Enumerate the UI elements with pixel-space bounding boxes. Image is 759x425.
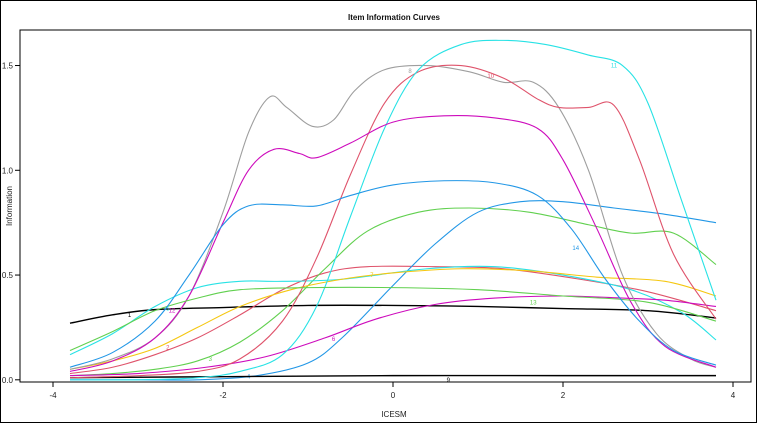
series-label-9: 9 <box>447 378 451 384</box>
series-line-13 <box>69 286 717 351</box>
series-line-12 <box>69 114 717 372</box>
x-tick-label: -4 <box>49 391 57 400</box>
series-line-10 <box>69 64 717 379</box>
series-line-9 <box>69 374 716 379</box>
series-label-8: 8 <box>408 69 412 75</box>
series-label-1: 1 <box>128 313 132 319</box>
x-tick-label: 2 <box>561 391 566 400</box>
x-tick-label: 0 <box>391 391 396 400</box>
y-tick-label: 1.0 <box>2 166 14 175</box>
y-tick-label: 0.0 <box>2 376 14 385</box>
series-label-6: 6 <box>332 337 336 343</box>
series-label-13: 13 <box>530 300 537 306</box>
series-line-1 <box>69 304 717 324</box>
series-label-11: 11 <box>611 64 618 70</box>
series-label-3: 3 <box>209 357 213 363</box>
series-line-5 <box>69 265 717 356</box>
series-label-10: 10 <box>487 74 494 80</box>
series-label-14: 14 <box>572 246 579 252</box>
series-line-7 <box>69 268 717 370</box>
series-label-2: 2 <box>166 345 170 351</box>
y-tick-label: 0.5 <box>2 271 14 280</box>
axis-layer: -4 -2 0 2 4 0.0 0.5 1.0 1.5 <box>2 62 736 400</box>
y-axis-title: Information <box>5 186 14 226</box>
series-line-4 <box>69 200 717 381</box>
x-tick-label: -2 <box>219 391 227 400</box>
series-label-7: 7 <box>370 273 374 279</box>
series-label-5: 5 <box>166 307 170 313</box>
series-line-3 <box>69 207 717 377</box>
series-line-2 <box>69 265 717 375</box>
x-axis-title: ICESM <box>381 410 407 419</box>
series-label-4: 4 <box>247 375 251 381</box>
y-tick-label: 1.5 <box>2 62 14 71</box>
series-line-14 <box>69 180 717 368</box>
chart-title: Item Information Curves <box>348 13 441 22</box>
series-line-6 <box>69 295 717 377</box>
series-label-12: 12 <box>169 309 176 315</box>
series-line-11 <box>69 39 717 381</box>
x-tick-label: 4 <box>731 391 736 400</box>
series-line-8 <box>69 64 717 370</box>
plot-area <box>19 29 752 383</box>
